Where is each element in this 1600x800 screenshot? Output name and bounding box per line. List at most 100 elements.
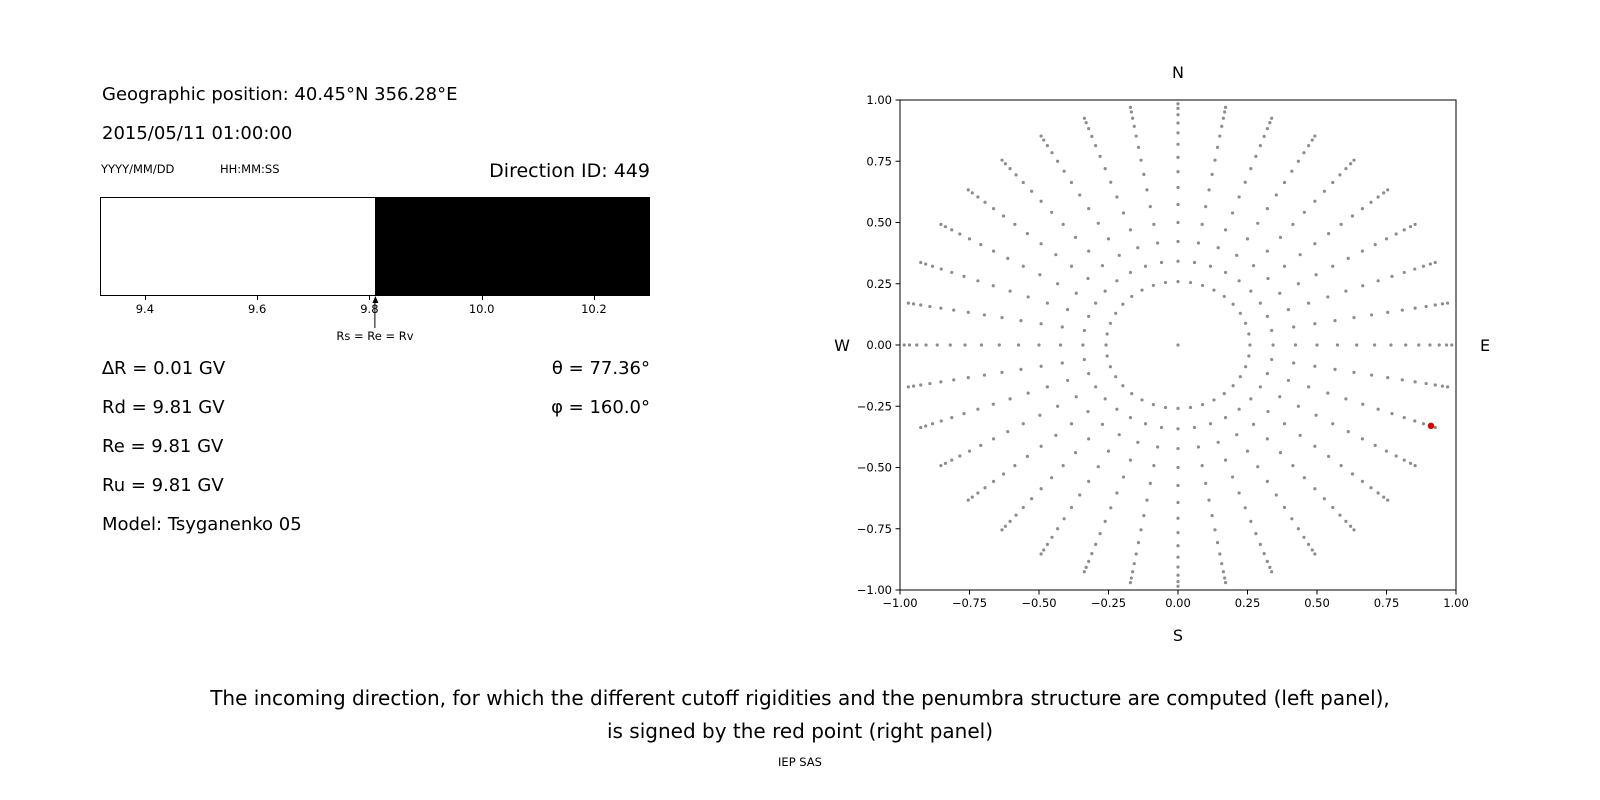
- direction-point: [1222, 391, 1226, 396]
- direction-point: [1223, 458, 1228, 462]
- phi-value: φ = 160.0°: [551, 397, 650, 418]
- direction-point: [1360, 249, 1365, 253]
- direction-point: [1402, 458, 1406, 462]
- direction-point: [1090, 552, 1094, 556]
- direction-point: [1404, 343, 1408, 347]
- direction-point: [911, 384, 916, 388]
- direction-point: [1282, 264, 1287, 268]
- x-tick-label: 0.00: [1165, 596, 1191, 610]
- direction-point: [1056, 159, 1060, 163]
- direction-point: [1223, 228, 1228, 232]
- direction-point: [1413, 419, 1417, 423]
- direction-point: [1360, 437, 1365, 441]
- direction-point: [1369, 313, 1374, 317]
- x-tick: [593, 296, 595, 300]
- direction-point: [1417, 343, 1421, 347]
- direction-point: [1400, 378, 1404, 382]
- direction-point: [1313, 444, 1317, 448]
- direction-point: [906, 385, 910, 389]
- direction-point: [943, 461, 948, 465]
- y-tick-label: −1.00: [857, 583, 892, 597]
- direction-point: [1026, 391, 1030, 395]
- direction-point: [1000, 158, 1004, 162]
- direction-point: [930, 264, 935, 268]
- direction-point: [1402, 270, 1406, 275]
- direction-point: [1000, 316, 1004, 320]
- x-tick-label: 0.75: [1374, 596, 1400, 610]
- direction-point: [1056, 404, 1060, 408]
- direction-point: [1408, 461, 1413, 465]
- direction-point: [1282, 180, 1287, 185]
- direction-point: [1136, 246, 1140, 250]
- direction-point: [1278, 235, 1283, 239]
- direction-point: [1130, 294, 1134, 299]
- direction-point: [1270, 328, 1274, 333]
- direction-point: [1310, 138, 1314, 142]
- x-tick: [481, 296, 483, 300]
- direction-point: [950, 228, 954, 232]
- direction-point: [1176, 483, 1180, 488]
- direction-point: [1109, 506, 1113, 510]
- direction-point: [1249, 289, 1253, 293]
- direction-point: [1352, 528, 1356, 532]
- direction-point: [1335, 343, 1340, 347]
- direction-point: [1003, 162, 1007, 166]
- y-tick-label: 1.00: [866, 93, 892, 107]
- direction-point: [1223, 270, 1228, 275]
- direction-point: [1176, 573, 1180, 577]
- y-tick-label: 0.00: [866, 338, 892, 352]
- direction-point: [991, 437, 996, 441]
- direction-point: [1223, 576, 1227, 580]
- direction-point: [1100, 264, 1105, 268]
- direction-point: [1344, 167, 1348, 171]
- direction-point: [982, 373, 987, 377]
- direction-point: [1176, 121, 1180, 125]
- direction-point: [1390, 412, 1394, 416]
- penumbra-marker: Rs = Re = Rv: [336, 296, 414, 343]
- direction-point: [1136, 145, 1141, 149]
- direction-point: [1293, 343, 1298, 347]
- direction-point: [1352, 158, 1356, 162]
- direction-point: [1061, 464, 1065, 468]
- direction-point: [1042, 548, 1046, 552]
- direction-point: [982, 313, 987, 317]
- direction-point: [1131, 116, 1135, 120]
- direction-point: [1006, 430, 1010, 434]
- direction-point: [1155, 445, 1160, 449]
- direction-point: [1129, 576, 1133, 580]
- direction-point: [1355, 343, 1359, 347]
- direction-point: [1207, 188, 1211, 192]
- direction-point: [1090, 134, 1094, 138]
- direction-point: [1128, 458, 1133, 462]
- direction-point: [1230, 475, 1235, 479]
- direction-point: [1386, 375, 1390, 380]
- direction-point: [1352, 316, 1356, 320]
- direction-point: [1103, 289, 1107, 293]
- date-format-label: YYYY/MM/DD: [101, 162, 175, 176]
- direction-point: [1243, 180, 1247, 184]
- direction-point: [1163, 280, 1168, 285]
- direction-point: [1094, 301, 1098, 305]
- direction-point: [1339, 222, 1343, 226]
- direction-point: [966, 310, 970, 315]
- direction-point: [1258, 385, 1262, 389]
- direction-point: [902, 343, 906, 347]
- direction-point: [1218, 134, 1222, 138]
- direction-point: [1424, 304, 1428, 309]
- direction-point: [1039, 444, 1043, 448]
- direction-point: [1060, 325, 1064, 329]
- direction-point: [950, 415, 954, 420]
- direction-point: [1446, 301, 1450, 305]
- direction-point: [1121, 384, 1125, 388]
- x-tick-label: 1.00: [1443, 596, 1469, 610]
- direction-point: [1256, 221, 1260, 225]
- direction-point: [1313, 552, 1317, 556]
- direction-point: [976, 407, 980, 411]
- direction-point: [1344, 397, 1348, 401]
- direction-point: [1056, 282, 1060, 286]
- direction-point: [1331, 180, 1335, 185]
- marker-label: Rs = Re = Rv: [336, 329, 414, 343]
- direction-point: [1428, 343, 1432, 347]
- direction-point: [1376, 195, 1380, 199]
- direction-point: [1143, 264, 1148, 268]
